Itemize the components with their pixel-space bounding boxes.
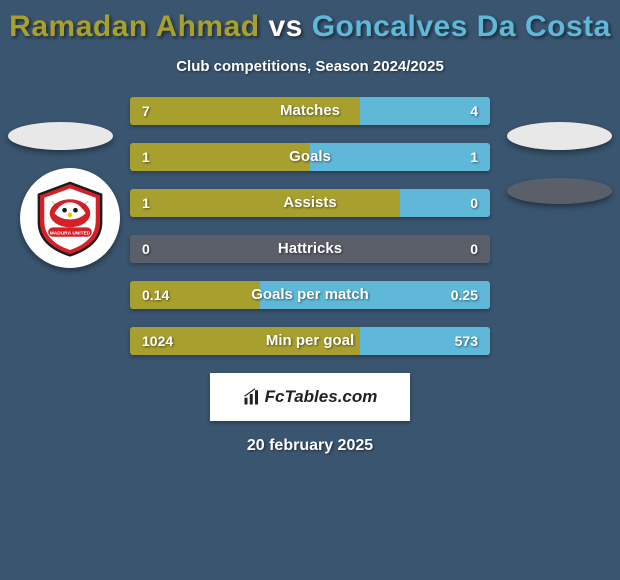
stat-label: Matches xyxy=(130,97,490,125)
stat-label: Goals per match xyxy=(130,281,490,309)
stat-value-right: 4 xyxy=(470,97,478,125)
stat-row: Goals per match0.14 0.25 xyxy=(130,281,490,309)
stats-container: Matches74Goals11Assists10Hattricks00Goal… xyxy=(130,97,490,355)
stat-row: Goals1 1 xyxy=(130,143,490,171)
fctables-badge: FcTables.com xyxy=(210,373,410,421)
page-title: Ramadan Ahmad vs Goncalves Da Costa xyxy=(0,0,620,44)
title-player-right: Goncalves Da Costa xyxy=(312,10,611,43)
madura-united-icon: MADURA UNITED xyxy=(31,179,109,257)
fctables-label: FcTables.com xyxy=(265,387,378,407)
fctables-icon xyxy=(243,388,261,406)
stat-value-left: 0 xyxy=(142,235,150,263)
stat-row: Hattricks0 0 xyxy=(130,235,490,263)
stat-value-left: 1024 xyxy=(142,327,173,355)
stat-value-left: 1 xyxy=(142,143,150,171)
title-vs: vs xyxy=(268,10,311,43)
stat-label: Goals xyxy=(130,143,490,171)
team-logo-text: MADURA UNITED xyxy=(50,230,91,236)
stat-row: Matches7 4 xyxy=(130,97,490,125)
stat-value-right: 0.25 xyxy=(451,281,478,309)
title-player-left: Ramadan Ahmad xyxy=(9,10,259,43)
decor-ellipse-right-1 xyxy=(507,122,612,150)
stat-value-right: 1 xyxy=(470,143,478,171)
date-label: 20 february 2025 xyxy=(0,437,620,455)
decor-ellipse-left xyxy=(8,122,113,150)
stat-row: Min per goal1024 573 xyxy=(130,327,490,355)
stat-value-left: 1 xyxy=(142,189,150,217)
stat-row: Assists1 0 xyxy=(130,189,490,217)
decor-ellipse-right-2 xyxy=(507,178,612,204)
stat-value-right: 0 xyxy=(470,189,478,217)
stat-value-left: 7 xyxy=(142,97,150,125)
team-logo-left: MADURA UNITED xyxy=(20,168,120,268)
stat-label: Min per goal xyxy=(130,327,490,355)
stat-value-left: 0.14 xyxy=(142,281,169,309)
stat-label: Hattricks xyxy=(130,235,490,263)
stat-label: Assists xyxy=(130,189,490,217)
subtitle: Club competitions, Season 2024/2025 xyxy=(0,58,620,75)
stat-value-right: 0 xyxy=(470,235,478,263)
stat-value-right: 573 xyxy=(455,327,478,355)
